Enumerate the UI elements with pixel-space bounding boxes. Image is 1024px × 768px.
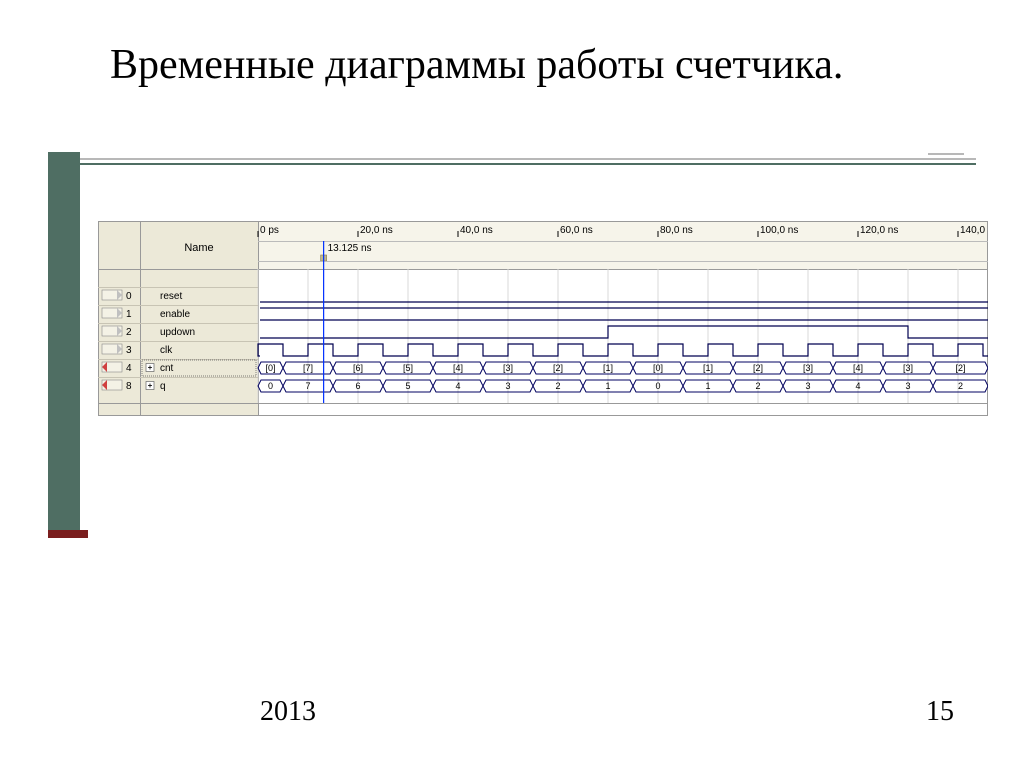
accent-vertical <box>48 152 80 532</box>
waveform-viewer: Name 0 ps 20,0 ns 40,0 ns 60,0 ns 80,0 ns 100,… <box>98 221 988 416</box>
svg-text:80,0 ns: 80,0 ns <box>660 225 693 236</box>
svg-text:140,0 ns: 140,0 ns <box>960 225 988 236</box>
svg-text:[0]: [0] <box>653 363 663 373</box>
svg-text:reset: reset <box>160 291 182 302</box>
svg-text:[2]: [2] <box>553 363 563 373</box>
svg-text:[5]: [5] <box>403 363 413 373</box>
svg-text:20,0 ns: 20,0 ns <box>360 225 393 236</box>
svg-text:enable: enable <box>160 309 190 320</box>
svg-text:q: q <box>160 381 166 392</box>
svg-text:[2]: [2] <box>955 363 965 373</box>
svg-text:3: 3 <box>905 381 910 391</box>
svg-text:[3]: [3] <box>503 363 513 373</box>
svg-text:120,0 ns: 120,0 ns <box>860 225 898 236</box>
svg-text:clk: clk <box>160 345 173 356</box>
svg-text:cnt: cnt <box>160 363 174 374</box>
svg-text:[1]: [1] <box>603 363 613 373</box>
title-rule-tick <box>928 153 964 155</box>
svg-text:2: 2 <box>555 381 560 391</box>
svg-text:0: 0 <box>126 291 132 302</box>
footer-page: 15 <box>926 696 954 728</box>
svg-text:[0]: [0] <box>265 363 275 373</box>
svg-text:1: 1 <box>605 381 610 391</box>
svg-text:4: 4 <box>455 381 460 391</box>
svg-text:[3]: [3] <box>903 363 913 373</box>
svg-text:6: 6 <box>355 381 360 391</box>
svg-text:[7]: [7] <box>303 363 313 373</box>
slide-title: Временные диаграммы работы счетчика. <box>110 40 843 90</box>
svg-text:40,0 ns: 40,0 ns <box>460 225 493 236</box>
svg-text:5: 5 <box>405 381 410 391</box>
svg-text:3: 3 <box>805 381 810 391</box>
svg-text:7: 7 <box>305 381 310 391</box>
waveform-svg: Name 0 ps 20,0 ns 40,0 ns 60,0 ns 80,0 ns 100,… <box>98 221 988 416</box>
svg-text:2: 2 <box>755 381 760 391</box>
svg-text:[2]: [2] <box>753 363 763 373</box>
svg-text:100,0 ns: 100,0 ns <box>760 225 798 236</box>
svg-text:[4]: [4] <box>853 363 863 373</box>
svg-text:2: 2 <box>958 381 963 391</box>
svg-text:0: 0 <box>268 381 273 391</box>
svg-text:[4]: [4] <box>453 363 463 373</box>
svg-text:8: 8 <box>126 381 132 392</box>
svg-text:13.125 ns: 13.125 ns <box>328 243 372 254</box>
svg-text:[1]: [1] <box>703 363 713 373</box>
accent-horizontal <box>48 530 88 538</box>
svg-text:0 ps: 0 ps <box>260 225 279 236</box>
svg-text:[6]: [6] <box>353 363 363 373</box>
svg-text:1: 1 <box>126 309 132 320</box>
svg-text:3: 3 <box>126 345 132 356</box>
svg-text:[3]: [3] <box>803 363 813 373</box>
svg-text:4: 4 <box>126 363 132 374</box>
footer-year: 2013 <box>260 696 316 728</box>
svg-text:3: 3 <box>505 381 510 391</box>
svg-text:1: 1 <box>705 381 710 391</box>
svg-text:0: 0 <box>655 381 660 391</box>
svg-text:60,0 ns: 60,0 ns <box>560 225 593 236</box>
svg-text:updown: updown <box>160 327 195 338</box>
svg-text:2: 2 <box>126 327 132 338</box>
svg-text:4: 4 <box>855 381 860 391</box>
title-rule <box>48 158 976 165</box>
svg-text:Name: Name <box>184 242 213 254</box>
